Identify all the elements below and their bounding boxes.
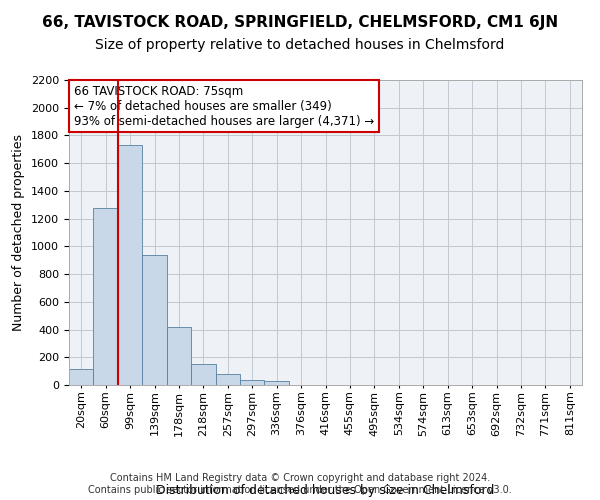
X-axis label: Distribution of detached houses by size in Chelmsford: Distribution of detached houses by size … [157, 484, 494, 498]
Text: Size of property relative to detached houses in Chelmsford: Size of property relative to detached ho… [95, 38, 505, 52]
Bar [167, 328, 191, 385]
Bar [142, 254, 167, 385]
Bar [215, 374, 240, 385]
Text: Contains HM Land Registry data © Crown copyright and database right 2024.
Contai: Contains HM Land Registry data © Crown c… [88, 474, 512, 495]
Bar [94, 208, 118, 385]
Bar [191, 364, 215, 385]
Text: 66 TAVISTOCK ROAD: 75sqm
← 7% of detached houses are smaller (349)
93% of semi-d: 66 TAVISTOCK ROAD: 75sqm ← 7% of detache… [74, 84, 374, 128]
Bar [69, 369, 94, 385]
Y-axis label: Number of detached properties: Number of detached properties [13, 134, 25, 331]
Text: 66, TAVISTOCK ROAD, SPRINGFIELD, CHELMSFORD, CM1 6JN: 66, TAVISTOCK ROAD, SPRINGFIELD, CHELMSF… [42, 15, 558, 30]
Bar [265, 381, 289, 385]
Bar [240, 380, 265, 385]
Bar [118, 145, 142, 385]
